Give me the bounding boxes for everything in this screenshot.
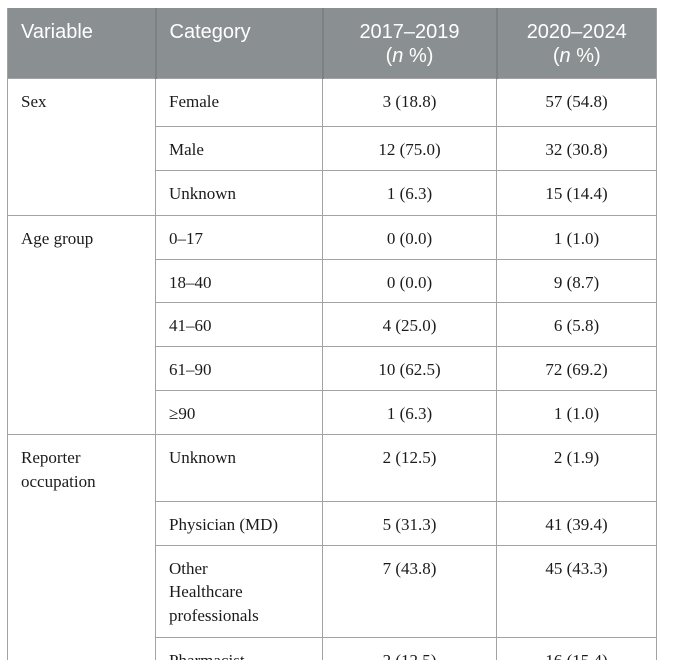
variable-cell-age-group: Age group — [7, 214, 156, 435]
value-cell-2017-2019: 5 (31.3) — [322, 500, 497, 546]
value-cell-2017-2019: 0 (0.0) — [322, 214, 497, 260]
category-cell: Female — [155, 78, 323, 127]
category-cell: Other Healthcare professionals — [155, 544, 323, 638]
value-cell-2020-2024: 16 (15.4) — [496, 636, 657, 660]
value-cell-2017-2019: 1 (6.3) — [322, 169, 497, 216]
category-cell: 0–17 — [155, 214, 323, 260]
value-cell-2017-2019: 2 (12.5) — [322, 636, 497, 660]
category-cell: 61–90 — [155, 346, 323, 391]
period-years: 2020–2024 — [526, 21, 627, 43]
table-row: Unknown 1 (6.3) 15 (14.4) — [8, 169, 657, 216]
period-unit: (n %) — [552, 45, 601, 67]
table-row: 41–60 4 (25.0) 6 (5.8) — [8, 302, 657, 348]
value-cell-2020-2024: 57 (54.8) — [496, 78, 657, 127]
table-row: Age group 0–17 0 (0.0) 1 (1.0) — [7, 214, 657, 435]
category-cell: 41–60 — [155, 302, 323, 348]
value-cell-2020-2024: 1 (1.0) — [496, 214, 657, 260]
table-row: Sex Female 3 (18.8) 57 (54.8) — [7, 78, 657, 216]
table-row: 18–40 0 (0.0) 9 (8.7) — [8, 258, 657, 304]
value-cell-2017-2019: 0 (0.0) — [322, 258, 497, 304]
category-cell: Unknown — [155, 169, 323, 216]
value-cell-2020-2024: 1 (1.0) — [496, 389, 657, 435]
value-cell-2020-2024: 2 (1.9) — [496, 433, 657, 502]
value-cell-2020-2024: 41 (39.4) — [496, 500, 657, 546]
value-cell-2017-2019: 12 (75.0) — [322, 126, 497, 171]
table-row: 61–90 10 (62.5) 72 (69.2) — [8, 346, 657, 391]
table-row: Pharmacist 2 (12.5) 16 (15.4) — [8, 636, 657, 660]
value-cell-2017-2019: 10 (62.5) — [322, 346, 497, 391]
value-cell-2020-2024: 15 (14.4) — [496, 169, 657, 216]
period-unit: (n %) — [385, 45, 434, 67]
header-cell-variable: Variable — [7, 8, 156, 79]
category-cell: 18–40 — [155, 258, 323, 304]
period-years: 2017–2019 — [359, 21, 460, 43]
category-cell: ≥90 — [155, 389, 323, 435]
category-cell: Pharmacist — [155, 636, 323, 660]
header-cell-period-2020-2024: 2020–2024 (n %) — [495, 8, 657, 79]
category-cell: Unknown — [155, 433, 323, 502]
table-row: Male 12 (75.0) 32 (30.8) — [8, 126, 657, 171]
header-row: Variable Category 2017–2019 (n %) 2020–2… — [7, 8, 657, 79]
variable-cell-sex: Sex — [7, 78, 156, 216]
value-cell-2017-2019: 3 (18.8) — [322, 78, 497, 127]
table-row: ≥90 1 (6.3) 1 (1.0) — [8, 389, 657, 435]
category-cell: Physician (MD) — [155, 500, 323, 546]
demographics-table: Variable Category 2017–2019 (n %) 2020–2… — [7, 8, 657, 660]
value-cell-2017-2019: 1 (6.3) — [322, 389, 497, 435]
value-cell-2020-2024: 32 (30.8) — [496, 126, 657, 171]
category-cell: Male — [155, 126, 323, 171]
value-cell-2017-2019: 4 (25.0) — [322, 302, 497, 348]
value-cell-2017-2019: 2 (12.5) — [322, 433, 497, 502]
value-cell-2020-2024: 6 (5.8) — [496, 302, 657, 348]
header-cell-category: Category — [154, 8, 323, 79]
header-cell-period-2017-2019: 2017–2019 (n %) — [321, 8, 497, 79]
value-cell-2020-2024: 45 (43.3) — [496, 544, 657, 638]
variable-cell-reporter-occupation: Reporter occupation — [7, 433, 156, 660]
table-row: Physician (MD) 5 (31.3) 41 (39.4) — [8, 500, 657, 546]
table-row: Reporter occupation Unknown 2 (12.5) 2 (… — [7, 433, 657, 660]
value-cell-2020-2024: 72 (69.2) — [496, 346, 657, 391]
value-cell-2020-2024: 9 (8.7) — [496, 258, 657, 304]
value-cell-2017-2019: 7 (43.8) — [322, 544, 497, 638]
